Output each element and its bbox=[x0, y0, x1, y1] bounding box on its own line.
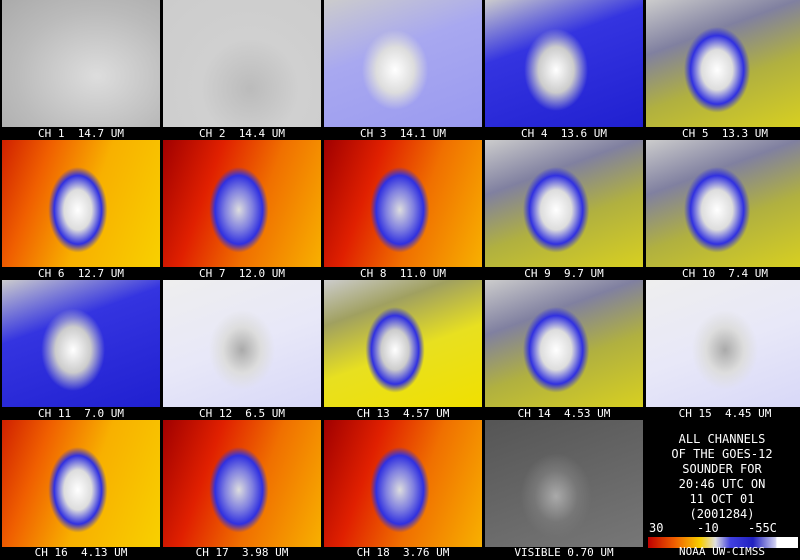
satellite-image bbox=[324, 140, 482, 267]
scale-label: -55C bbox=[748, 521, 777, 535]
caption-line: (2001284) bbox=[689, 507, 755, 521]
satellite-image bbox=[485, 420, 643, 547]
channel-label: CH 12 6.5 UM bbox=[198, 407, 286, 420]
channel-label: CH 7 12.0 UM bbox=[198, 267, 286, 280]
channel-label: CH 14 4.53 UM bbox=[517, 407, 611, 420]
color-scale bbox=[648, 537, 798, 548]
satellite-image bbox=[485, 140, 643, 267]
channel-label: CH 9 9.7 UM bbox=[524, 267, 604, 280]
channel-label: CH 16 4.13 UM bbox=[34, 546, 128, 559]
caption-line: 20:46 UTC ON bbox=[678, 477, 766, 491]
channel-label: CH 10 7.4 UM bbox=[681, 267, 769, 280]
satellite-image bbox=[646, 0, 800, 127]
satellite-image bbox=[485, 0, 643, 127]
channel-label: CH 4 13.6 UM bbox=[520, 127, 608, 140]
satellite-image bbox=[2, 0, 160, 127]
channel-label: CH 3 14.1 UM bbox=[359, 127, 447, 140]
channel-label: CH 11 7.0 UM bbox=[37, 407, 125, 420]
satellite-image bbox=[163, 140, 321, 267]
channel-label: CH 17 3.98 UM bbox=[195, 546, 289, 559]
channel-label: CH 1 14.7 UM bbox=[37, 127, 125, 140]
satellite-image bbox=[2, 140, 160, 267]
satellite-image bbox=[2, 420, 160, 547]
satellite-image bbox=[324, 280, 482, 407]
channel-label: CH 13 4.57 UM bbox=[356, 407, 450, 420]
caption-line: OF THE GOES-12 bbox=[671, 447, 773, 461]
satellite-image bbox=[2, 280, 160, 407]
caption-line: 11 OCT 01 bbox=[689, 492, 755, 506]
channel-label: CH 6 12.7 UM bbox=[37, 267, 125, 280]
channel-label: CH 18 3.76 UM bbox=[356, 546, 450, 559]
scale-label: 30 bbox=[649, 521, 664, 535]
satellite-image bbox=[646, 280, 800, 407]
credit: NOAA UW-CIMSS bbox=[678, 545, 766, 558]
satellite-image bbox=[163, 0, 321, 127]
satellite-image bbox=[485, 280, 643, 407]
scale-label: -10 bbox=[697, 521, 719, 535]
satellite-image bbox=[646, 140, 800, 267]
caption-line: ALL CHANNELS bbox=[678, 432, 766, 446]
satellite-image bbox=[163, 420, 321, 547]
satellite-image bbox=[324, 420, 482, 547]
satellite-image bbox=[163, 280, 321, 407]
caption-line: SOUNDER FOR bbox=[682, 462, 762, 476]
channel-label: CH 8 11.0 UM bbox=[359, 267, 447, 280]
channel-label: CH 5 13.3 UM bbox=[681, 127, 769, 140]
channel-label: VISIBLE 0.70 UM bbox=[514, 546, 614, 559]
satellite-image bbox=[324, 0, 482, 127]
channel-label: CH 2 14.4 UM bbox=[198, 127, 286, 140]
channel-label: CH 15 4.45 UM bbox=[678, 407, 772, 420]
